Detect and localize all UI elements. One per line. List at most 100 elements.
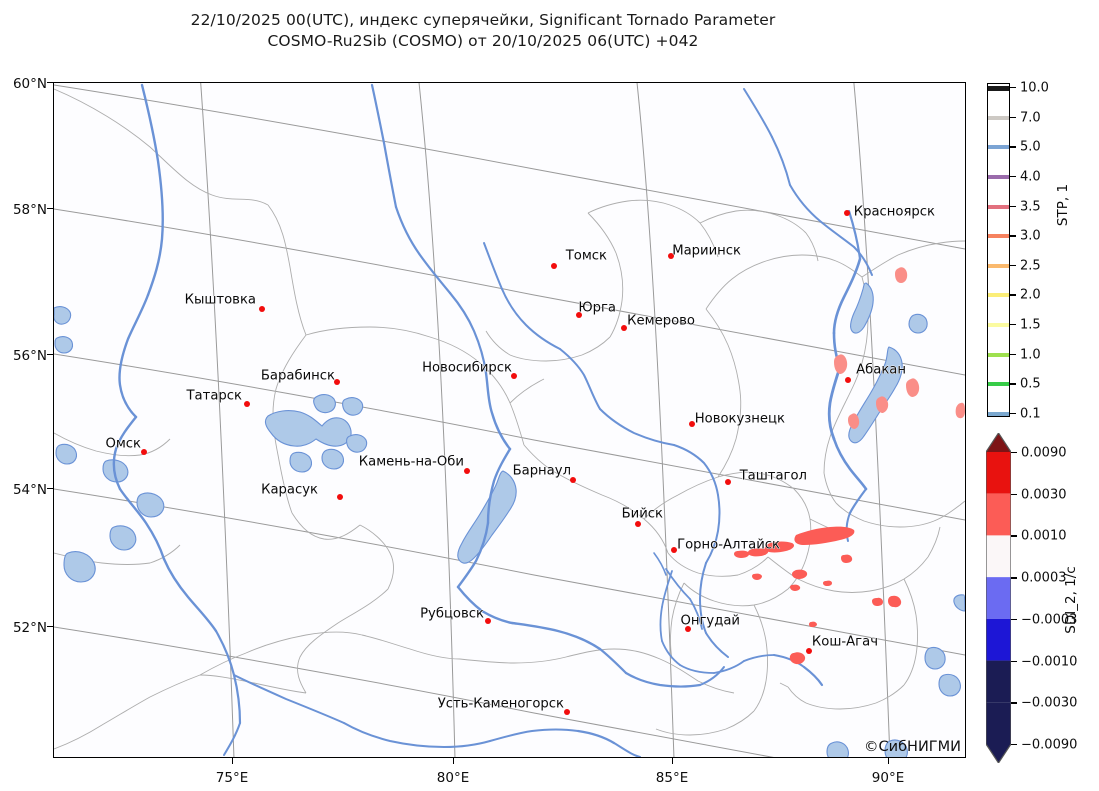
city-label: Барабинск — [260, 368, 335, 384]
colorbar-stp-tick — [1010, 264, 1016, 267]
colorbar-sdi-band — [986, 660, 1011, 703]
city-marker[interactable] — [485, 618, 491, 624]
city-marker[interactable] — [806, 648, 812, 654]
colorbar-sdi-band — [986, 702, 1011, 763]
colorbar-stp-label: 3.5 — [1020, 199, 1041, 215]
colorbar-stp-label: 2.5 — [1020, 258, 1041, 274]
colorbar-sdi-tick — [1011, 577, 1017, 579]
city-label: Кемерово — [627, 313, 695, 329]
city-label: Бийск — [621, 506, 663, 522]
city-marker[interactable] — [564, 709, 570, 715]
colorbar-stp-tick — [1010, 205, 1016, 207]
city-marker[interactable] — [244, 401, 250, 407]
lakes — [54, 282, 965, 757]
xtick-mark-0 — [232, 758, 234, 764]
xtick-label-2: 85°E — [655, 770, 689, 786]
city-label: Рубцовск — [420, 606, 484, 622]
ytick-label-0: 60°N — [12, 76, 47, 92]
colorbar-stp-band — [988, 145, 1009, 150]
colorbar-stp-band — [988, 204, 1009, 209]
city-marker[interactable] — [844, 210, 850, 216]
ytick-mark-3 — [47, 488, 53, 490]
colorbar-stp[interactable] — [987, 83, 1010, 417]
colorbar-stp-title: STP, 1 — [1055, 183, 1071, 227]
city-marker[interactable] — [621, 325, 627, 331]
colorbar-sdi-tick — [1011, 660, 1017, 662]
title-line-1: 22/10/2025 00(UTC), индекс суперячейки, … — [190, 11, 776, 29]
ytick-label-3: 54°N — [12, 482, 47, 498]
city-label: Таштагол — [739, 468, 807, 484]
title-line-2: COSMO-Ru2Sib (COSMO) от 20/10/2025 06(UT… — [267, 32, 699, 51]
colorbar-stp-band — [988, 234, 1009, 239]
colorbar-sdi-band — [986, 433, 1011, 452]
city-marker[interactable] — [464, 468, 470, 474]
rivers — [112, 83, 873, 757]
ytick-label-2: 56°N — [12, 348, 47, 364]
ytick-mark-1 — [47, 208, 53, 210]
city-label: Камень-на-Оби — [358, 454, 464, 470]
colorbar-sdi-label: −0.0003 — [1021, 612, 1078, 628]
colorbar-stp-tick — [1010, 353, 1016, 356]
city-marker[interactable] — [671, 547, 677, 553]
city-marker[interactable] — [551, 263, 557, 269]
colorbar-stp-tick — [1010, 235, 1016, 237]
city-marker[interactable] — [845, 377, 851, 383]
ytick-label-4: 52°N — [12, 620, 47, 636]
colorbar-stp-tick — [1010, 324, 1016, 326]
colorbar-sdi-label: 0.0030 — [1021, 487, 1067, 503]
colorbar-stp-tick — [1010, 175, 1016, 178]
city-label: Красноярск — [853, 204, 935, 220]
colorbar-stp-label: 0.5 — [1020, 376, 1041, 392]
city-marker[interactable] — [725, 479, 731, 485]
city-marker[interactable] — [685, 626, 691, 632]
sdi-contour-patches — [734, 267, 965, 665]
xtick-mark-3 — [888, 758, 890, 764]
colorbar-sdi-gradient — [985, 431, 1012, 765]
colorbar-sdi-band — [986, 493, 1011, 536]
city-marker[interactable] — [334, 379, 340, 385]
colorbar-stp-band — [988, 352, 1009, 357]
colorbar-sdi-tick — [1011, 744, 1017, 746]
city-label: Абакан — [856, 362, 906, 378]
colorbar-stp-label: 5.0 — [1020, 139, 1041, 155]
colorbar-stp-label: 3.0 — [1020, 228, 1041, 244]
city-marker[interactable] — [141, 449, 147, 455]
colorbar-stp-tick — [1010, 146, 1016, 148]
colorbar-stp-band — [988, 293, 1009, 298]
colorbar-stp-tick — [1010, 294, 1016, 296]
colorbar-stp-band — [988, 86, 1009, 91]
city-marker[interactable] — [576, 312, 582, 318]
ytick-mark-0 — [47, 82, 53, 84]
colorbar-stp-tick — [1010, 87, 1016, 89]
colorbar-stp-tick — [1010, 383, 1016, 385]
colorbar-stp-band — [988, 174, 1009, 179]
city-marker[interactable] — [337, 494, 343, 500]
city-marker[interactable] — [570, 477, 576, 483]
figure-title: 22/10/2025 00(UTC), индекс суперячейки, … — [0, 10, 966, 53]
colorbar-sdi-tick — [1011, 535, 1017, 537]
city-label: Юрга — [578, 300, 616, 316]
colorbar-sdi-band — [986, 535, 1011, 578]
colorbar-stp-label: 4.0 — [1020, 169, 1041, 185]
colorbar-sdi-label: 0.0090 — [1021, 445, 1067, 461]
colorbar-stp-band — [988, 263, 1009, 268]
city-label: Новосибирск — [422, 360, 512, 376]
colorbar-sdi-band — [986, 577, 1011, 619]
city-marker[interactable] — [689, 421, 695, 427]
map-canvas[interactable]: Красноярск Томск Мариинск Кыштовка Юрга Кемер… — [53, 82, 966, 758]
city-marker[interactable] — [259, 306, 265, 312]
colorbar-sdi-tick — [1011, 493, 1017, 496]
city-marker[interactable] — [635, 521, 641, 527]
city-marker[interactable] — [668, 253, 674, 259]
colorbar-sdi-label: −0.0030 — [1021, 695, 1078, 711]
colorbar-sdi-title: SDI_2, 1/c — [1063, 566, 1079, 634]
ytick-mark-2 — [47, 354, 53, 356]
colorbar-stp-label: 1.0 — [1020, 347, 1041, 363]
xtick-label-0: 75°E — [215, 770, 249, 786]
colorbar-stp-band — [988, 412, 1009, 416]
colorbar-stp-label: 7.0 — [1020, 110, 1041, 126]
colorbar-sdi[interactable] — [985, 431, 1012, 765]
colorbar-sdi-band — [986, 452, 1011, 494]
city-marker[interactable] — [511, 373, 517, 379]
